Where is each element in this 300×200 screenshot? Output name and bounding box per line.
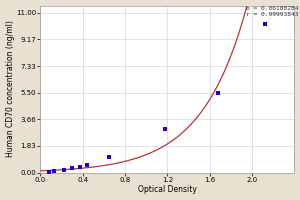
Point (107, 155, 112, 158)
Point (216, 91, 220, 94)
Point (163, 127, 168, 131)
Point (85, 163, 89, 166)
X-axis label: Optical Density: Optical Density (138, 185, 197, 194)
Point (46, 170, 51, 173)
Text: b = 0.06188284
r = 0.99993843: b = 0.06188284 r = 0.99993843 (246, 6, 298, 17)
Point (52, 169, 56, 173)
Y-axis label: Human CD70 concentration (ng/ml): Human CD70 concentration (ng/ml) (6, 21, 15, 157)
Point (61, 168, 66, 171)
Point (262, 23, 267, 26)
Point (77, 165, 82, 168)
Point (70, 167, 74, 170)
